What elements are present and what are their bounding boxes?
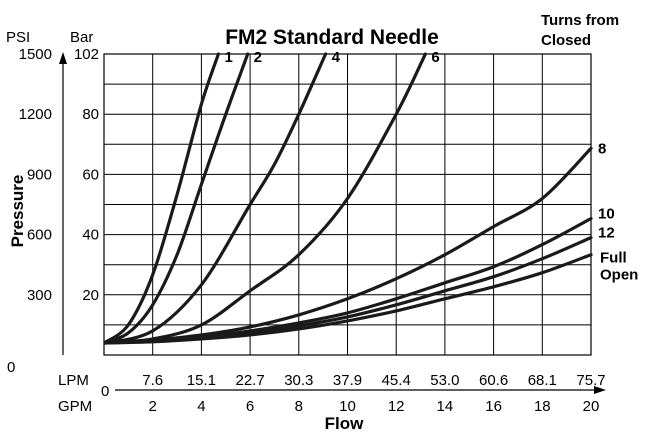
y-tick-label-psi: 1200 xyxy=(19,106,52,123)
y-tick-label-psi: 1500 xyxy=(19,46,52,63)
series-line-2 xyxy=(104,52,250,345)
y-tick-label-bar: 102 xyxy=(74,46,99,63)
series-label: Full Open xyxy=(600,250,638,284)
x-tick-label-lpm: 22.7 xyxy=(235,372,264,389)
x-tick-label-gpm: 8 xyxy=(295,398,303,415)
series-label: 10 xyxy=(598,206,615,223)
y-axis-arrow xyxy=(59,52,67,64)
y-zero-label: 0 xyxy=(7,359,15,376)
axes xyxy=(59,52,606,394)
x-tick-label-lpm: 68.1 xyxy=(528,372,557,389)
y-tick-label-bar: 20 xyxy=(82,287,99,304)
x-tick-label-gpm: 16 xyxy=(485,398,502,415)
x-tick-label-gpm: 20 xyxy=(583,398,600,415)
y-tick-label-psi: 900 xyxy=(27,166,52,183)
chart-title: FM2 Standard Needle xyxy=(225,26,439,49)
series-line-full-open xyxy=(104,253,593,345)
series-label: 6 xyxy=(431,49,439,66)
series-label: 1 xyxy=(224,49,232,66)
plot-border xyxy=(103,53,592,356)
y-unit-bar: Bar xyxy=(70,29,93,46)
y-tick-label-bar: 60 xyxy=(82,166,99,183)
x-unit-gpm: GPM xyxy=(58,398,92,415)
series-label: 8 xyxy=(598,140,606,157)
x-tick-label-lpm: 30.3 xyxy=(284,372,313,389)
x-axis-arrow xyxy=(594,386,606,394)
x-tick-label-lpm: 45.4 xyxy=(382,372,411,389)
x-axis-title: Flow xyxy=(325,414,364,432)
x-tick-label-lpm: 60.6 xyxy=(479,372,508,389)
curves xyxy=(104,52,593,345)
x-tick-label-gpm: 14 xyxy=(437,398,454,415)
series-line-4 xyxy=(104,52,328,345)
grid xyxy=(103,53,592,356)
x-unit-lpm: LPM xyxy=(58,372,89,389)
x-tick-label-lpm: 37.9 xyxy=(333,372,362,389)
x-tick-label-lpm: 15.1 xyxy=(187,372,216,389)
x-tick-label-gpm: 12 xyxy=(388,398,405,415)
series-label: 12 xyxy=(598,225,615,242)
x-tick-label-gpm: 4 xyxy=(197,398,205,415)
series-label: 4 xyxy=(332,49,341,66)
x-tick-label-lpm: 53.0 xyxy=(430,372,459,389)
x-tick-label-lpm: 75.7 xyxy=(576,372,605,389)
legend-title: Turns from Closed xyxy=(541,12,619,49)
series-line-1 xyxy=(104,52,220,345)
x-tick-label-lpm: 7.6 xyxy=(142,372,163,389)
series-line-6 xyxy=(104,52,427,345)
series-label: 2 xyxy=(254,49,262,66)
y-tick-label-psi: 600 xyxy=(27,227,52,244)
series-line-8 xyxy=(104,146,593,345)
y-tick-label-bar: 80 xyxy=(82,106,99,123)
y-axis-title: Pressure xyxy=(8,175,27,248)
x-tick-label-gpm: 18 xyxy=(534,398,551,415)
x-tick-label-gpm: 2 xyxy=(149,398,157,415)
x-zero-label: 0 xyxy=(101,383,109,400)
y-tick-label-bar: 40 xyxy=(82,227,99,244)
y-unit-psi: PSI xyxy=(6,29,30,46)
x-tick-label-gpm: 6 xyxy=(246,398,254,415)
y-tick-label-psi: 300 xyxy=(27,287,52,304)
x-tick-label-gpm: 10 xyxy=(339,398,356,415)
